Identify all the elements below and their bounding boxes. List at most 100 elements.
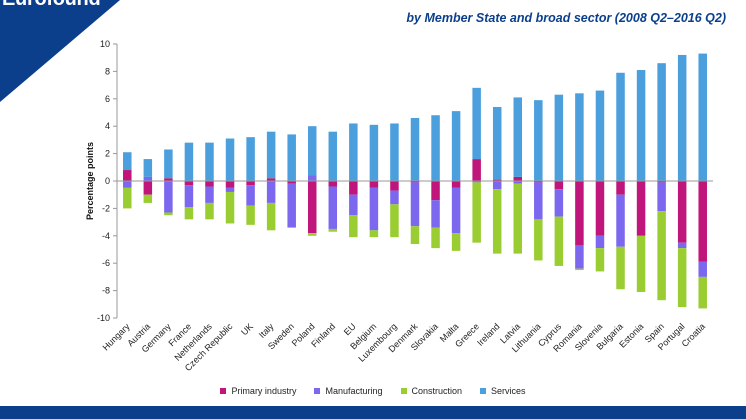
bar-segment [349, 194, 358, 216]
bar-segment [143, 176, 153, 181]
bar-segment [431, 115, 440, 181]
bar-segment [164, 178, 173, 181]
bar-segment [698, 53, 707, 182]
bar-segment [636, 235, 646, 292]
bar-segment [266, 178, 276, 181]
bar-segment [205, 142, 214, 181]
legend-item: Services [480, 386, 526, 396]
legend-swatch [400, 388, 407, 395]
footer-bar [0, 406, 746, 419]
bar-segment [534, 100, 543, 181]
legend-item: Construction [400, 386, 462, 396]
bar-segment [431, 227, 440, 249]
bar-segment [205, 202, 214, 220]
legend-label: Primary industry [231, 385, 297, 396]
bar-segment [554, 189, 564, 217]
y-tick-label: -10 [97, 313, 110, 323]
bar-segment [616, 194, 625, 247]
bar-segment [307, 233, 317, 236]
bar-segment [184, 142, 194, 181]
bar-segment [575, 93, 584, 181]
chart-legend: Primary industry Manufacturing Constructio… [0, 385, 746, 396]
bar-segment [369, 187, 379, 231]
brand-name: Eurofound [2, 0, 101, 11]
bar-segment [636, 181, 646, 236]
bar-segment [595, 248, 605, 272]
y-tick-label: -2 [102, 203, 110, 213]
bar-segment [287, 134, 296, 181]
bar-segment [410, 117, 420, 181]
bar-segment [698, 276, 707, 309]
bar-segment [246, 205, 255, 225]
bar-segment [266, 131, 276, 179]
bar-segment [266, 181, 276, 203]
bar-segment [698, 181, 707, 262]
y-tick-label: -6 [102, 258, 110, 268]
bar-segment [472, 181, 481, 183]
bar-segment [349, 123, 358, 181]
bar-segment [246, 185, 255, 206]
bar-segment [143, 181, 153, 195]
bar-segment [390, 181, 399, 191]
bar-segment [287, 183, 296, 228]
bar-segment [143, 159, 153, 177]
bar-segment [595, 181, 605, 236]
bar-segment [657, 181, 666, 183]
bar-segment [492, 107, 502, 180]
bar-segment [616, 72, 625, 181]
bar-segment [534, 219, 543, 261]
bar-area [123, 53, 707, 309]
bar-segment [554, 94, 564, 181]
bar-segment [657, 63, 666, 181]
y-axis: 10 8 6 4 2 0 -2 -4 -6 -8 -10 [97, 39, 118, 323]
bar-segment [225, 138, 235, 181]
bar-segment [677, 248, 687, 308]
x-tick-label: Ireland [475, 321, 502, 348]
bar-segment [513, 181, 523, 184]
legend-swatch [314, 388, 321, 395]
y-tick-label: 2 [105, 149, 110, 159]
bar-segment [184, 207, 194, 220]
bar-segment [575, 181, 584, 246]
y-tick-label: -8 [102, 286, 110, 296]
bar-segment [349, 215, 358, 238]
bar-segment [554, 181, 564, 190]
x-tick-label: EU [342, 321, 358, 337]
bar-segment [266, 202, 276, 231]
bar-segment [677, 181, 687, 243]
bar-segment [554, 216, 564, 266]
bar-segment [451, 181, 461, 188]
bar-segment [369, 124, 379, 181]
legend-swatch [220, 388, 227, 395]
bar-segment [184, 185, 194, 208]
bar-segment [123, 170, 132, 181]
bar-segment [575, 268, 584, 271]
bar-segment [677, 242, 687, 249]
bar-segment [677, 54, 687, 181]
bar-segment [307, 181, 317, 234]
y-axis-label: Percentage points [85, 142, 95, 220]
bar-segment [575, 245, 584, 269]
bar-segment [410, 182, 420, 227]
bar-segment [369, 181, 379, 188]
bar-segment [369, 230, 379, 238]
bar-segment [636, 70, 646, 181]
bar-segment [390, 190, 399, 205]
bar-segment [492, 179, 502, 181]
bar-segment [451, 233, 461, 251]
bar-segment [184, 181, 194, 186]
x-tick-label: Hungary [101, 321, 132, 352]
bar-segment [513, 97, 523, 177]
y-tick-label: 4 [105, 121, 110, 131]
bar-segment [410, 181, 420, 183]
bar-segment [205, 186, 214, 203]
bar-segment [164, 212, 173, 216]
bar-segment [472, 182, 481, 243]
bar-segment [472, 87, 481, 160]
bar-segment [616, 246, 625, 290]
bar-segment [164, 181, 173, 213]
bar-segment [123, 187, 132, 209]
bar-segment [616, 181, 625, 195]
y-tick-label: 6 [105, 94, 110, 104]
